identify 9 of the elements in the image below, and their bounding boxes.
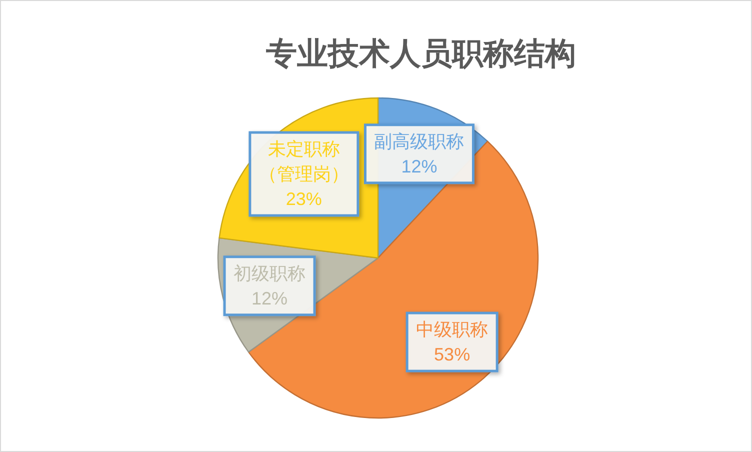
slice-label: 未定职称（管理岗） [258,138,349,184]
data-label: 53% [434,344,470,365]
data-label: 23% [286,188,322,209]
slice-label: 初级职称 [234,263,306,284]
data-label: 12% [401,156,438,176]
data-label: 12% [252,288,288,308]
slice-label: 中级职称 [416,320,488,340]
title: 专业技术人员职称结构 [266,36,576,71]
slice-label: 副高级职称 [374,131,464,152]
